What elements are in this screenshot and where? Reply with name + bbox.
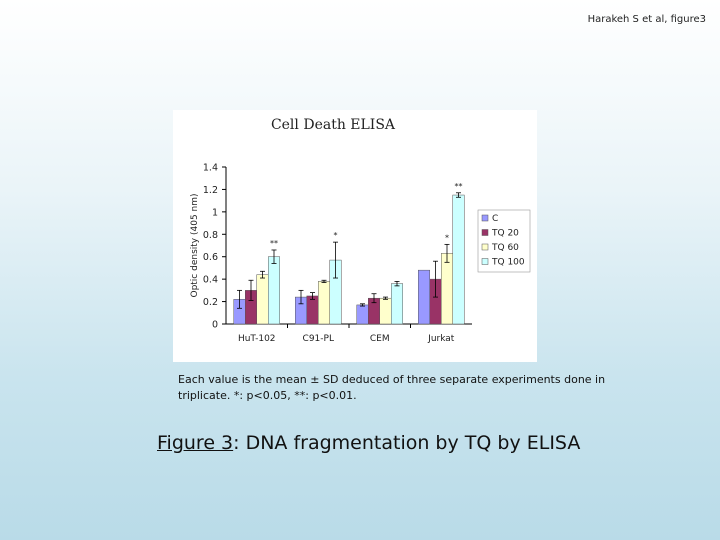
legend-label: C [492, 214, 498, 224]
y-tick-label: 0.4 [203, 275, 218, 286]
significance-label: * [445, 233, 449, 242]
legend-swatch [481, 229, 489, 236]
y-tick-label: 1 [212, 207, 218, 218]
chart-title: Cell Death ELISA [271, 117, 396, 133]
figure-reference: Harakeh S et al, figure3 [587, 14, 706, 25]
y-tick-label: 0.6 [203, 252, 218, 263]
bar-c-cem [356, 304, 369, 325]
legend-label: TQ 100 [491, 258, 525, 268]
y-tick-label: 1.2 [203, 185, 218, 196]
y-tick-label: 1.4 [203, 163, 218, 174]
bar-tq100-cem [391, 283, 403, 325]
bar-tq60-cem [379, 297, 392, 325]
figure-label: Figure 3 [157, 432, 234, 454]
bar-tq20-c91-pl [306, 295, 319, 325]
x-tick-label: HuT-102 [238, 334, 276, 344]
figure-caption-text: : DNA fragmentation by TQ by ELISA [233, 432, 581, 454]
bar-tq100-hut-102 [268, 256, 280, 325]
legend-swatch [481, 214, 489, 222]
legend-swatch [481, 258, 489, 265]
x-tick-label: CEM [370, 334, 390, 344]
chart-footnote: Each value is the mean ± SD deduced of t… [178, 373, 606, 402]
bar-c-jurkat [418, 269, 430, 325]
chart-panel: Cell Death ELISA Optic density (405 nm) 0 0… [173, 110, 537, 362]
significance-label: * [334, 231, 338, 240]
bar-tq60-jurkat [441, 253, 453, 325]
significance-label: ** [455, 182, 463, 191]
legend-swatch [481, 243, 489, 251]
figure-caption: Figure 3: DNA fragmentation by TQ by ELI… [157, 432, 580, 454]
x-tick-label: Jurkat [427, 334, 455, 344]
x-tick-label: C91-PL [303, 334, 334, 344]
y-tick-label: 0.8 [203, 230, 218, 241]
bar-tq60-c91-pl [318, 281, 330, 325]
bar-tq60-hut-102 [256, 274, 269, 325]
bar-tq100-jurkat [452, 194, 465, 325]
bar-chart: Cell Death ELISA Optic density (405 nm) 0 0… [190, 117, 531, 344]
legend-label: TQ 20 [491, 229, 519, 239]
legend-label: TQ 60 [491, 243, 519, 253]
y-tick-label: 0.2 [203, 297, 218, 308]
significance-label: ** [270, 239, 278, 248]
y-axis-label: Optic density (405 nm) [190, 193, 200, 297]
y-tick-label: 0 [212, 320, 218, 331]
